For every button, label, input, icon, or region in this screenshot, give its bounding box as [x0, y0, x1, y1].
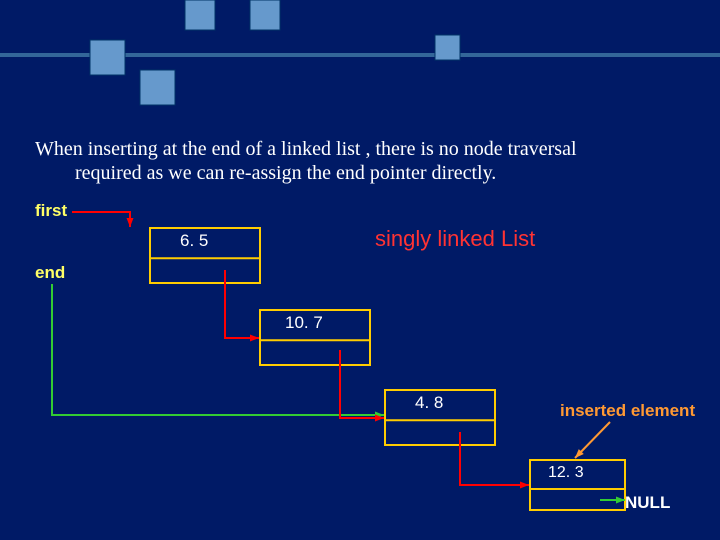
body-text-line1: When inserting at the end of a linked li… — [35, 138, 577, 161]
list-node-value: 4. 8 — [415, 393, 443, 413]
decor-square-icon — [185, 0, 215, 30]
decor-square-icon — [435, 35, 460, 60]
inserted-element-label: inserted element — [560, 401, 695, 421]
decor-square-icon — [140, 70, 175, 105]
decor-square-icon — [250, 0, 280, 30]
end-pointer-label: end — [35, 263, 65, 283]
list-node-value: 10. 7 — [285, 313, 323, 333]
decor-square-icon — [90, 40, 125, 75]
body-text-line2: required as we can re-assign the end poi… — [75, 162, 496, 185]
null-label: NULL — [625, 493, 670, 513]
diagram-title: singly linked List — [375, 226, 535, 252]
list-node-value: 6. 5 — [180, 231, 208, 251]
list-node-value: 12. 3 — [548, 464, 584, 482]
diagram-canvas — [0, 0, 720, 540]
first-pointer-label: first — [35, 201, 67, 221]
